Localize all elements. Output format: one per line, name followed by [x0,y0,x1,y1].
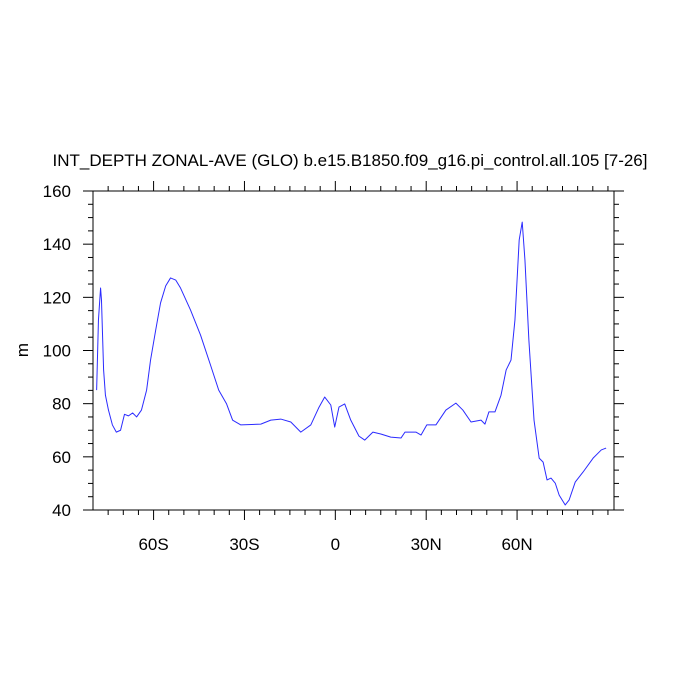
y-tick-label: 160 [43,182,71,201]
y-tick-label: 140 [43,235,71,254]
y-axis-label: m [13,343,32,357]
y-tick-label: 80 [52,395,71,414]
x-tick-label: 60N [501,535,532,554]
y-tick-label: 100 [43,342,71,361]
x-tick-label: 60S [138,535,168,554]
y-tick-label: 40 [52,501,71,520]
chart-title: INT_DEPTH ZONAL-AVE (GLO) b.e15.B1850.f0… [53,151,648,170]
x-tick-label: 30S [229,535,259,554]
y-tick-label: 120 [43,288,71,307]
y-tick-label: 60 [52,448,71,467]
data-line [96,221,607,506]
plot-frame [92,190,615,511]
x-tick-label: 0 [331,535,340,554]
x-tick-label: 30N [411,535,442,554]
